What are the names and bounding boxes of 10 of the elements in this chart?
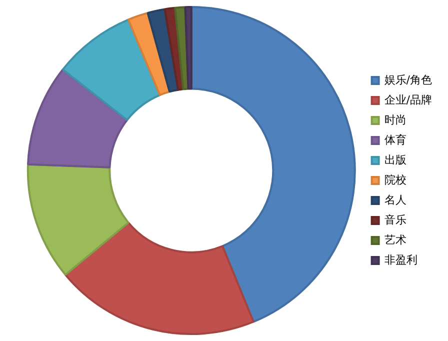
legend-label: 院校 bbox=[384, 173, 406, 186]
legend-label: 体育 bbox=[384, 133, 406, 146]
legend-label: 名人 bbox=[384, 193, 406, 206]
legend-label: 非盈利 bbox=[384, 253, 418, 266]
legend-label: 娱乐/角色 bbox=[384, 73, 432, 86]
legend-label: 时尚 bbox=[384, 113, 406, 126]
legend-label: 企业/品牌 bbox=[384, 93, 432, 106]
legend-label: 艺术 bbox=[384, 233, 406, 246]
legend-label: 音乐 bbox=[384, 213, 406, 226]
legend-label: 出版 bbox=[384, 153, 406, 166]
